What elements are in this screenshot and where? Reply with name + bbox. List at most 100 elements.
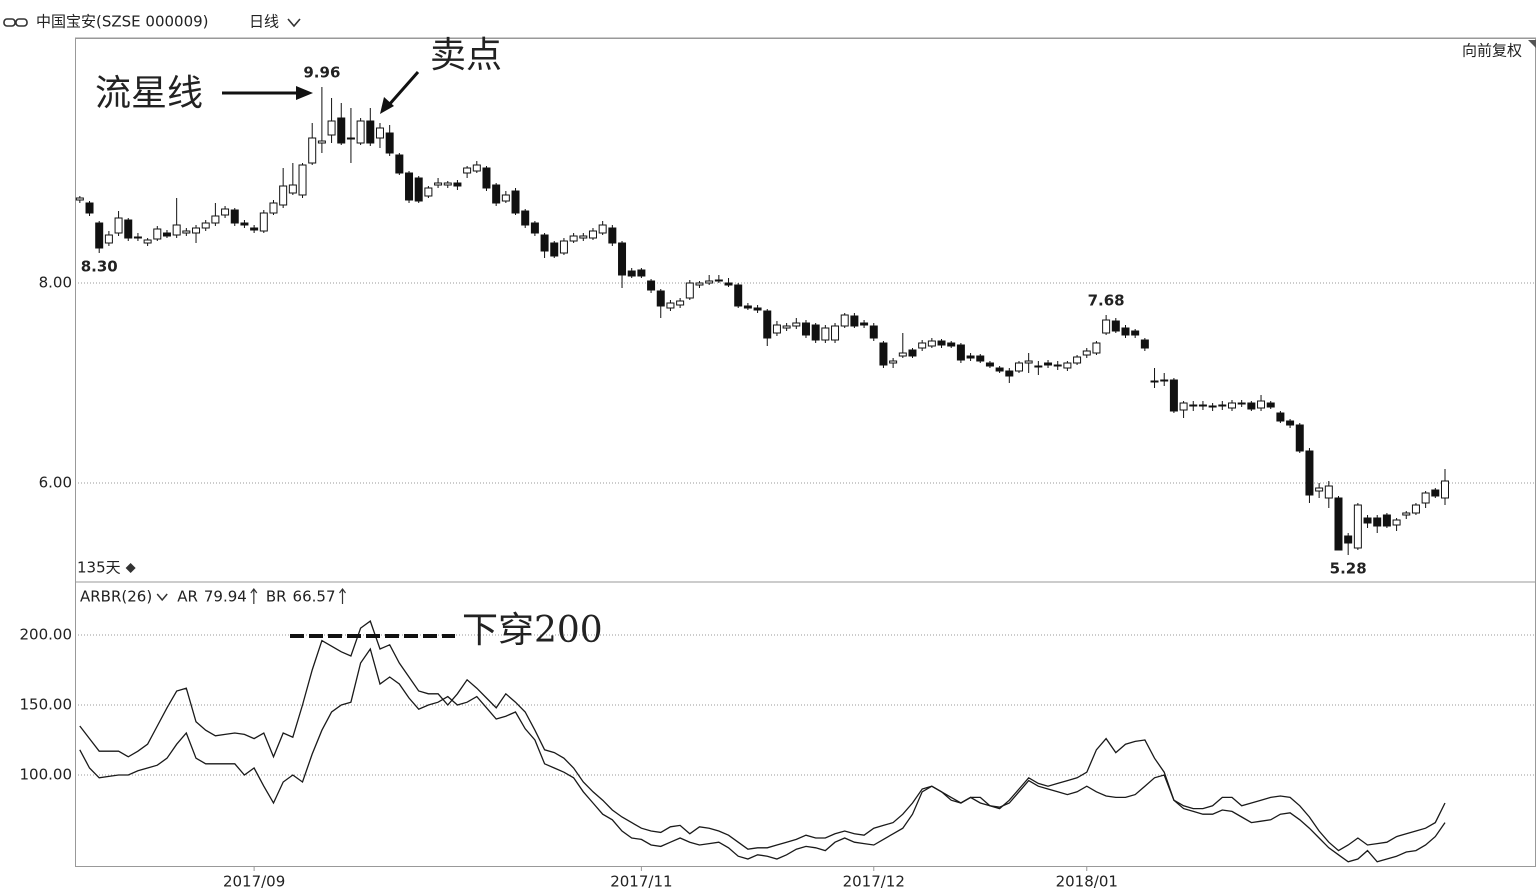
period-dropdown-icon[interactable] <box>287 18 301 28</box>
candle-body <box>850 315 859 327</box>
candle-body <box>511 190 520 214</box>
candle-body <box>1053 364 1062 367</box>
x-tick-label: 2017/09 <box>223 873 285 891</box>
candle-body <box>1382 514 1391 527</box>
candle-body <box>1082 350 1091 356</box>
legend-up-arrow <box>339 588 346 604</box>
candle-body <box>685 282 694 299</box>
y-tick-label: 200.00 <box>20 626 73 644</box>
candle-body <box>598 224 607 234</box>
legend-name: BR <box>266 588 287 606</box>
candle-body <box>956 344 965 361</box>
candle-body <box>337 117 346 144</box>
candle-body <box>1247 402 1256 410</box>
candle-body <box>375 127 384 139</box>
y-tick-label: 150.00 <box>20 696 73 714</box>
legend-up-arrow <box>250 588 258 604</box>
candle-body <box>1189 404 1198 407</box>
candle-body <box>1034 365 1043 368</box>
candle-body <box>492 184 501 204</box>
candle-body <box>840 314 849 327</box>
x-tick-label: 2017/11 <box>610 873 672 891</box>
candle-body <box>1014 362 1023 372</box>
indicator-line <box>79 647 1446 863</box>
y-tick-label: 100.00 <box>20 766 73 784</box>
candle-body <box>927 340 936 347</box>
candle-body <box>1208 405 1217 408</box>
legend-name: AR <box>177 588 198 606</box>
candle-body <box>666 302 675 309</box>
adjust-mode[interactable]: 向前复权 <box>1462 42 1522 60</box>
candle-body <box>240 222 249 226</box>
candle-body <box>724 282 733 286</box>
candle-body <box>1227 402 1236 409</box>
candle-body <box>1237 402 1246 405</box>
candle-body <box>947 342 956 347</box>
candle-body <box>201 222 210 229</box>
candle-body <box>1218 404 1227 407</box>
range-label: 135天 <box>77 559 121 577</box>
candle-body <box>618 242 627 276</box>
candle-body <box>1392 519 1401 526</box>
candle-body <box>192 227 201 234</box>
candle-body <box>656 290 665 307</box>
candle-body <box>1024 360 1033 364</box>
candle-body <box>995 367 1004 372</box>
candle-body <box>976 355 985 362</box>
candle-body <box>317 140 326 144</box>
candle-body <box>327 120 336 136</box>
candle-body <box>182 230 191 234</box>
corner-icon <box>1528 40 1536 48</box>
candle-body <box>714 279 723 282</box>
candle-body <box>1140 339 1149 349</box>
candle-body <box>1198 404 1207 407</box>
candle-body <box>782 325 791 329</box>
candle-body <box>772 324 781 334</box>
candle-body <box>1150 380 1159 383</box>
candle-body <box>811 324 820 341</box>
candle-body <box>463 167 472 174</box>
candle-body <box>308 137 317 164</box>
candle-body <box>211 215 220 224</box>
candle-body <box>801 322 810 336</box>
candle-body <box>75 197 84 201</box>
candle-body <box>1334 497 1343 551</box>
candle-body <box>521 210 530 226</box>
candle-body <box>501 194 510 202</box>
candle-body <box>482 167 491 189</box>
indicator-dropdown-icon[interactable] <box>156 593 168 602</box>
candle-body <box>918 342 927 349</box>
candle-body <box>1131 330 1140 336</box>
candle-body <box>1121 327 1130 336</box>
candle-body <box>1324 485 1333 499</box>
arrow <box>386 71 420 107</box>
candle-body <box>221 208 230 216</box>
period-selector[interactable]: 日线 <box>249 13 279 31</box>
candle-body <box>763 310 772 339</box>
candle-body <box>734 284 743 307</box>
candle-body <box>1344 535 1353 544</box>
candle-body <box>356 120 365 144</box>
candle-body <box>695 282 704 286</box>
candle-body <box>1044 362 1053 366</box>
indicator-title[interactable]: ARBR(26) <box>80 588 152 606</box>
candle-body <box>453 182 462 187</box>
stock-title: 中国宝安(SZSE 000009) <box>36 13 209 31</box>
candle-body <box>966 355 975 359</box>
candle-body <box>133 236 142 239</box>
candle-body <box>269 202 278 214</box>
candle-body <box>1421 492 1430 504</box>
candle-body <box>1111 320 1120 332</box>
candle-body <box>414 177 423 202</box>
candle-body <box>569 235 578 242</box>
candle-body <box>792 322 801 327</box>
x-tick-label: 2017/12 <box>843 873 905 891</box>
annotation: 下穿200 <box>462 610 603 651</box>
candle-body <box>1353 504 1362 549</box>
candle-body <box>705 280 714 284</box>
candle-body <box>1160 379 1169 382</box>
arrowhead <box>296 86 313 100</box>
candle-body <box>279 185 288 206</box>
